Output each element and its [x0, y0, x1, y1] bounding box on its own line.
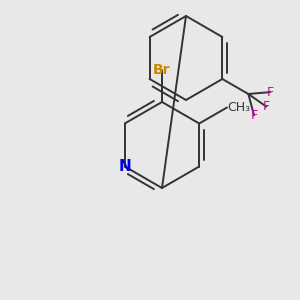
Text: F: F [250, 109, 258, 122]
Text: F: F [267, 85, 274, 99]
Text: F: F [263, 100, 270, 113]
Text: Br: Br [153, 63, 171, 77]
Text: CH₃: CH₃ [227, 101, 250, 114]
Text: N: N [118, 159, 131, 174]
